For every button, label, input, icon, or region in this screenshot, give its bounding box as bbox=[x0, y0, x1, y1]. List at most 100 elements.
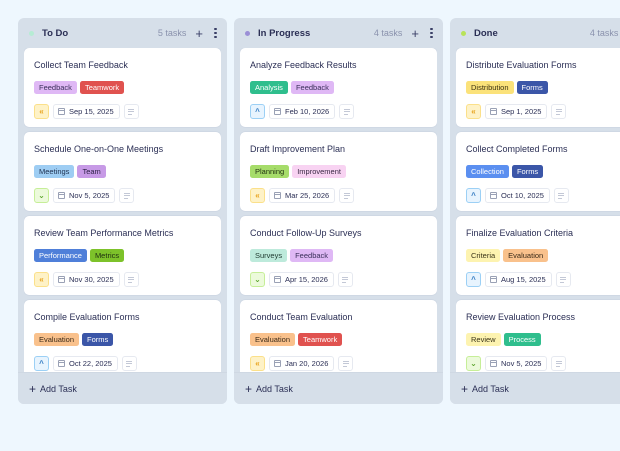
add-card-plus-icon[interactable]: + bbox=[195, 25, 203, 41]
card-meta: ^ Feb 10, 2026 bbox=[250, 104, 427, 119]
card-meta: ⌄ Nov 5, 2025 bbox=[466, 356, 620, 371]
kanban-board: To Do 5 tasks + Collect Team Feedback Fe… bbox=[18, 18, 620, 404]
kanban-column-done: Done 4 tasks + Distribute Evaluation For… bbox=[450, 18, 620, 404]
tag-badge: Improvement bbox=[292, 165, 346, 178]
add-task-button[interactable]: + Add Task bbox=[18, 372, 227, 404]
tag-badge: Team bbox=[77, 165, 106, 178]
due-date-chip[interactable]: Aug 15, 2025 bbox=[485, 272, 552, 287]
kanban-column-to-do: To Do 5 tasks + Collect Team Feedback Fe… bbox=[18, 18, 227, 404]
due-date-chip[interactable]: Jan 20, 2026 bbox=[269, 356, 335, 371]
calendar-icon bbox=[490, 276, 497, 283]
priority-medium-icon[interactable]: ^ bbox=[34, 356, 49, 371]
description-lines-icon[interactable] bbox=[555, 272, 571, 287]
due-date: Nov 30, 2025 bbox=[69, 275, 114, 284]
tag-list: Distribution Forms bbox=[466, 81, 620, 94]
tag-badge: Teamwork bbox=[298, 333, 343, 346]
due-date: Jan 20, 2026 bbox=[285, 359, 329, 368]
column-header: In Progress 4 tasks + bbox=[234, 18, 443, 48]
add-task-button[interactable]: + Add Task bbox=[234, 372, 443, 404]
add-task-button[interactable]: + Add Task bbox=[450, 372, 620, 404]
description-lines-icon[interactable] bbox=[338, 356, 354, 371]
priority-low-icon[interactable]: ⌄ bbox=[466, 356, 481, 371]
card-meta: « Sep 1, 2025 bbox=[466, 104, 620, 119]
column-title: Done bbox=[474, 27, 498, 39]
tag-badge: Teamwork bbox=[79, 81, 125, 94]
due-date-chip[interactable]: Sep 15, 2025 bbox=[53, 104, 120, 119]
task-card[interactable]: Conduct Follow-Up Surveys Surveys Feedbac… bbox=[240, 216, 437, 295]
add-card-plus-icon[interactable]: + bbox=[411, 25, 419, 41]
due-date-chip[interactable]: Apr 15, 2026 bbox=[269, 272, 334, 287]
task-card[interactable]: Conduct Team Evaluation Evaluation Teamwo… bbox=[240, 300, 437, 372]
priority-high-icon[interactable]: « bbox=[250, 188, 265, 203]
task-card[interactable]: Analyze Feedback Results Analysis Feedbac… bbox=[240, 48, 437, 127]
task-card[interactable]: Compile Evaluation Forms Evaluation Forms… bbox=[24, 300, 221, 372]
description-lines-icon[interactable] bbox=[123, 272, 139, 287]
task-count: 5 tasks bbox=[157, 28, 187, 38]
description-lines-icon[interactable] bbox=[339, 104, 355, 119]
tag-list: Planning Improvement bbox=[250, 165, 427, 178]
column-menu-kebab-icon[interactable] bbox=[214, 27, 217, 39]
tag-badge: Evaluation bbox=[250, 333, 296, 346]
priority-high-icon[interactable]: « bbox=[34, 272, 49, 287]
due-date-chip[interactable]: Feb 10, 2026 bbox=[269, 104, 336, 119]
description-lines-icon[interactable] bbox=[339, 188, 355, 203]
task-card[interactable]: Draft Improvement Plan Planning Improveme… bbox=[240, 132, 437, 211]
priority-high-icon[interactable]: « bbox=[466, 104, 481, 119]
description-lines-icon[interactable] bbox=[551, 104, 567, 119]
tag-badge: Performance bbox=[34, 249, 87, 262]
description-lines-icon[interactable] bbox=[551, 356, 567, 371]
tag-list: Evaluation Forms bbox=[34, 333, 211, 346]
description-lines-icon[interactable] bbox=[123, 104, 139, 119]
calendar-icon bbox=[58, 276, 65, 283]
description-lines-icon[interactable] bbox=[337, 272, 353, 287]
priority-medium-icon[interactable]: ^ bbox=[250, 104, 265, 119]
task-card[interactable]: Review Evaluation Process Review Process … bbox=[456, 300, 620, 372]
column-menu-kebab-icon[interactable] bbox=[430, 27, 433, 39]
task-title: Collect Completed Forms bbox=[466, 144, 568, 154]
tag-badge: Review bbox=[466, 333, 501, 346]
tag-badge: Planning bbox=[250, 165, 290, 178]
tag-badge: Distribution bbox=[466, 81, 514, 94]
due-date-chip[interactable]: Nov 30, 2025 bbox=[53, 272, 120, 287]
task-title: Review Evaluation Process bbox=[466, 312, 576, 322]
priority-medium-icon[interactable]: ^ bbox=[466, 272, 481, 287]
task-card[interactable]: Distribute Evaluation Forms Distribution… bbox=[456, 48, 620, 127]
add-task-label: Add Task bbox=[472, 383, 509, 394]
task-title: Conduct Follow-Up Surveys bbox=[250, 228, 362, 238]
calendar-icon bbox=[58, 360, 65, 367]
description-lines-icon[interactable] bbox=[119, 188, 135, 203]
priority-low-icon[interactable]: ⌄ bbox=[250, 272, 265, 287]
task-card[interactable]: Finalize Evaluation Criteria Criteria Eva… bbox=[456, 216, 620, 295]
card-meta: « Jan 20, 2026 bbox=[250, 356, 427, 371]
priority-high-icon[interactable]: « bbox=[34, 104, 49, 119]
due-date-chip[interactable]: Nov 5, 2025 bbox=[485, 356, 548, 371]
task-card[interactable]: Collect Team Feedback Feedback Teamwork «… bbox=[24, 48, 221, 127]
task-card[interactable]: Schedule One-on-One Meetings Meetings Tea… bbox=[24, 132, 221, 211]
tag-list: Collection Forms bbox=[466, 165, 620, 178]
calendar-icon bbox=[274, 276, 281, 283]
task-title: Collect Team Feedback bbox=[34, 60, 128, 70]
add-task-label: Add Task bbox=[256, 383, 293, 394]
tag-badge: Collection bbox=[466, 165, 509, 178]
tag-list: Evaluation Teamwork bbox=[250, 333, 427, 346]
task-title: Distribute Evaluation Forms bbox=[466, 60, 577, 70]
priority-low-icon[interactable]: ⌄ bbox=[34, 188, 49, 203]
tag-list: Review Process bbox=[466, 333, 620, 346]
due-date-chip[interactable]: Sep 1, 2025 bbox=[485, 104, 548, 119]
priority-medium-icon[interactable]: ^ bbox=[466, 188, 481, 203]
due-date-chip[interactable]: Mar 25, 2026 bbox=[269, 188, 336, 203]
due-date-chip[interactable]: Oct 22, 2025 bbox=[53, 356, 118, 371]
description-lines-icon[interactable] bbox=[553, 188, 569, 203]
tag-badge: Forms bbox=[516, 81, 548, 94]
card-meta: ^ Oct 22, 2025 bbox=[34, 356, 211, 371]
priority-high-icon[interactable]: « bbox=[250, 356, 265, 371]
task-card[interactable]: Collect Completed Forms Collection Forms … bbox=[456, 132, 620, 211]
task-card[interactable]: Review Team Performance Metrics Performa… bbox=[24, 216, 221, 295]
due-date: Apr 15, 2026 bbox=[285, 275, 328, 284]
due-date-chip[interactable]: Nov 5, 2025 bbox=[53, 188, 116, 203]
tag-list: Feedback Teamwork bbox=[34, 81, 211, 94]
due-date-chip[interactable]: Oct 10, 2025 bbox=[485, 188, 550, 203]
tag-badge: Metrics bbox=[89, 249, 125, 262]
description-lines-icon[interactable] bbox=[121, 356, 137, 371]
calendar-icon bbox=[274, 108, 281, 115]
